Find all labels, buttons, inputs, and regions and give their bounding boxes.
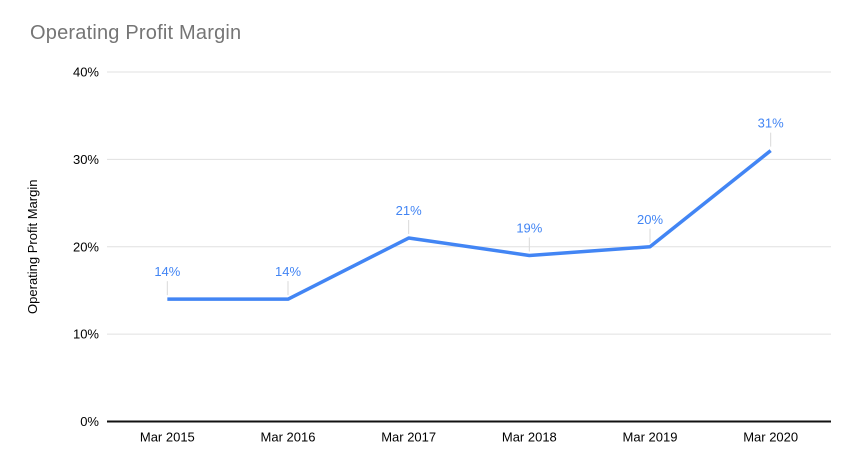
y-tick-label: 30% <box>73 152 99 167</box>
x-tick-label: Mar 2018 <box>502 430 557 445</box>
x-tick-label: Mar 2020 <box>743 430 798 445</box>
series-line <box>167 149 772 301</box>
y-tick-label: 0% <box>80 414 99 429</box>
y-axis-title: Operating Profit Margin <box>25 180 40 314</box>
y-tick-label: 20% <box>73 239 99 254</box>
x-tick-label: Mar 2017 <box>381 430 436 445</box>
y-tick-label: 10% <box>73 327 99 342</box>
chart-title: Operating Profit Margin <box>30 22 242 44</box>
data-label: 14% <box>154 264 180 279</box>
data-label: 20% <box>637 212 663 227</box>
x-tick-label: Mar 2015 <box>140 430 195 445</box>
data-label: 19% <box>516 220 542 235</box>
data-label: 14% <box>275 264 301 279</box>
x-tick-label: Mar 2019 <box>623 430 678 445</box>
data-label: 31% <box>758 116 784 131</box>
data-label: 21% <box>396 203 422 218</box>
y-tick-label: 40% <box>73 65 99 80</box>
x-tick-label: Mar 2016 <box>261 430 316 445</box>
